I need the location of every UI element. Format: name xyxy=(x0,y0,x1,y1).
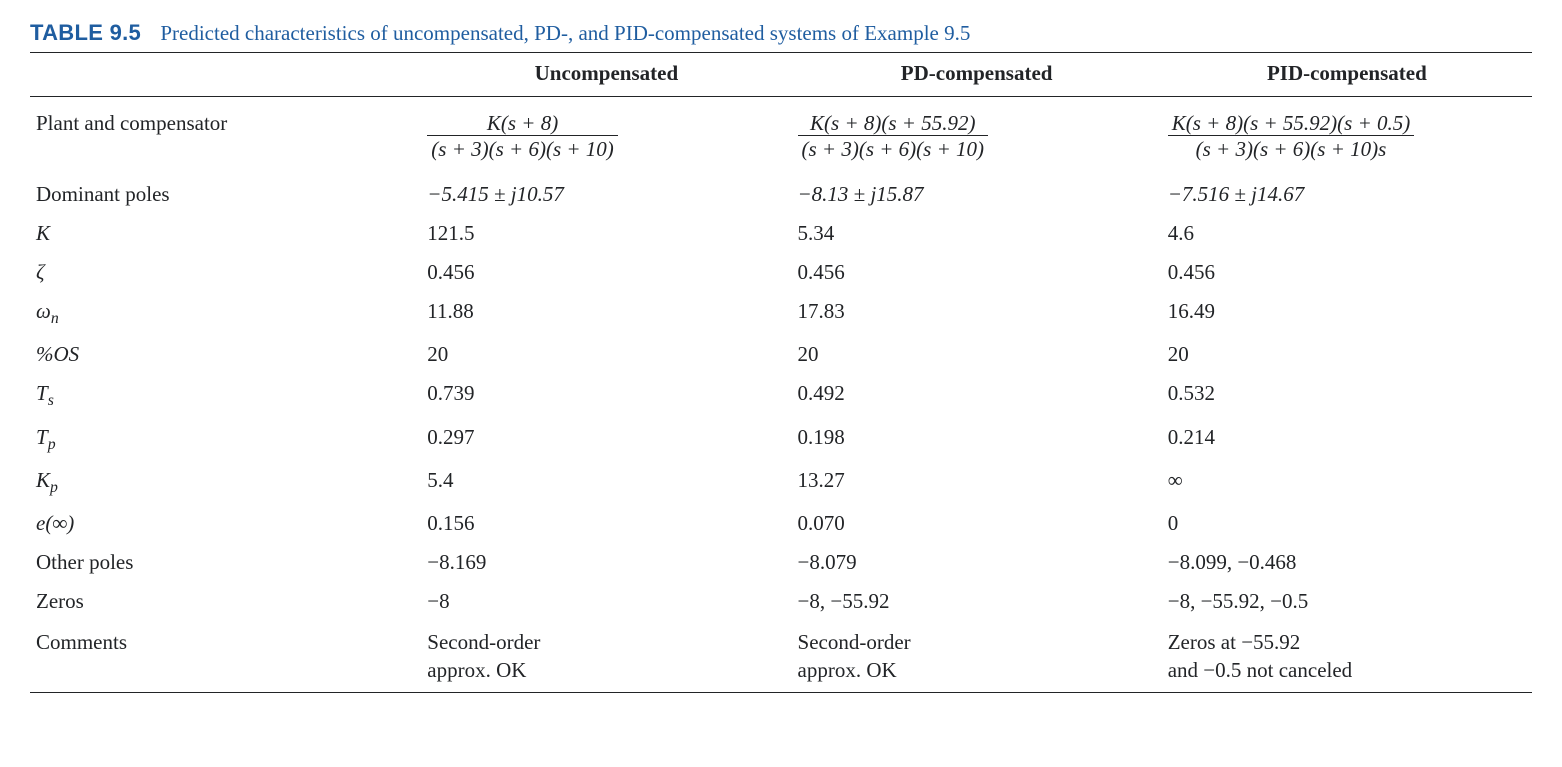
cell: 5.4 xyxy=(421,461,791,504)
cell: −8.169 xyxy=(421,543,791,582)
cell: 0 xyxy=(1162,504,1532,543)
label-Ts: Ts xyxy=(30,374,421,417)
cell: 0.456 xyxy=(792,253,1162,292)
header-blank xyxy=(30,53,421,97)
cell: −7.516 ± j14.67 xyxy=(1162,175,1532,214)
header-row: Uncompensated PD-compensated PID-compens… xyxy=(30,53,1532,97)
characteristics-table: Uncompensated PD-compensated PID-compens… xyxy=(30,52,1532,693)
row-os: %OS 20 20 20 xyxy=(30,335,1532,374)
fraction: K(s + 8)(s + 55.92)(s + 0.5) (s + 3)(s +… xyxy=(1168,111,1415,161)
label-Kp: Kp xyxy=(30,461,421,504)
cell: −8.099, −0.468 xyxy=(1162,543,1532,582)
table-number: TABLE 9.5 xyxy=(30,20,141,45)
cell: 4.6 xyxy=(1162,214,1532,253)
label-wn: ωn xyxy=(30,292,421,335)
cell: 11.88 xyxy=(421,292,791,335)
cell: 0.198 xyxy=(792,418,1162,461)
header-pid: PID-compensated xyxy=(1162,53,1532,97)
cell: −8, −55.92 xyxy=(792,582,1162,621)
cell: Zeros at −55.92 and −0.5 not canceled xyxy=(1162,621,1532,692)
cell-plant-pd: K(s + 8)(s + 55.92) (s + 3)(s + 6)(s + 1… xyxy=(792,97,1162,176)
cell: −8.079 xyxy=(792,543,1162,582)
cell: 0.456 xyxy=(421,253,791,292)
label-zeta: ζ xyxy=(30,253,421,292)
cell: 17.83 xyxy=(792,292,1162,335)
fraction: K(s + 8)(s + 55.92) (s + 3)(s + 6)(s + 1… xyxy=(798,111,989,161)
numerator: K(s + 8)(s + 55.92) xyxy=(798,111,989,135)
row-einf: e(∞) 0.156 0.070 0 xyxy=(30,504,1532,543)
label-Tp: Tp xyxy=(30,418,421,461)
header-pd: PD-compensated xyxy=(792,53,1162,97)
row-zeros: Zeros −8 −8, −55.92 −8, −55.92, −0.5 xyxy=(30,582,1532,621)
row-dominant-poles: Dominant poles −5.415 ± j10.57 −8.13 ± j… xyxy=(30,175,1532,214)
cell: 0.156 xyxy=(421,504,791,543)
numerator: K(s + 8)(s + 55.92)(s + 0.5) xyxy=(1168,111,1415,135)
denominator: (s + 3)(s + 6)(s + 10) xyxy=(427,135,618,161)
label-zeros: Zeros xyxy=(30,582,421,621)
cell: ∞ xyxy=(1162,461,1532,504)
cell: 0.492 xyxy=(792,374,1162,417)
label-comments: Comments xyxy=(30,621,421,692)
label-einf: e(∞) xyxy=(30,504,421,543)
cell: −8.13 ± j15.87 xyxy=(792,175,1162,214)
fraction: K(s + 8) (s + 3)(s + 6)(s + 10) xyxy=(427,111,618,161)
row-Ts: Ts 0.739 0.492 0.532 xyxy=(30,374,1532,417)
cell: 5.34 xyxy=(792,214,1162,253)
denominator: (s + 3)(s + 6)(s + 10) xyxy=(798,135,989,161)
label-other-poles: Other poles xyxy=(30,543,421,582)
cell: 0.297 xyxy=(421,418,791,461)
cell-plant-pid: K(s + 8)(s + 55.92)(s + 0.5) (s + 3)(s +… xyxy=(1162,97,1532,176)
cell: 121.5 xyxy=(421,214,791,253)
cell: −5.415 ± j10.57 xyxy=(421,175,791,214)
label-os: %OS xyxy=(30,335,421,374)
cell: 20 xyxy=(421,335,791,374)
label-dominant-poles: Dominant poles xyxy=(30,175,421,214)
row-comments: Comments Second-order approx. OK Second-… xyxy=(30,621,1532,692)
table-caption: Predicted characteristics of uncompensat… xyxy=(160,21,970,45)
row-K: K 121.5 5.34 4.6 xyxy=(30,214,1532,253)
cell: 20 xyxy=(792,335,1162,374)
cell: 13.27 xyxy=(792,461,1162,504)
row-other-poles: Other poles −8.169 −8.079 −8.099, −0.468 xyxy=(30,543,1532,582)
row-Kp: Kp 5.4 13.27 ∞ xyxy=(30,461,1532,504)
table-title: TABLE 9.5 Predicted characteristics of u… xyxy=(30,20,1532,46)
cell-plant-uncomp: K(s + 8) (s + 3)(s + 6)(s + 10) xyxy=(421,97,791,176)
label-K: K xyxy=(30,214,421,253)
row-zeta: ζ 0.456 0.456 0.456 xyxy=(30,253,1532,292)
cell: 0.456 xyxy=(1162,253,1532,292)
cell: 16.49 xyxy=(1162,292,1532,335)
cell: −8, −55.92, −0.5 xyxy=(1162,582,1532,621)
row-plant: Plant and compensator K(s + 8) (s + 3)(s… xyxy=(30,97,1532,176)
numerator: K(s + 8) xyxy=(427,111,618,135)
cell: 0.214 xyxy=(1162,418,1532,461)
cell: 0.739 xyxy=(421,374,791,417)
cell: 0.532 xyxy=(1162,374,1532,417)
row-Tp: Tp 0.297 0.198 0.214 xyxy=(30,418,1532,461)
label-plant: Plant and compensator xyxy=(30,97,421,176)
cell: 20 xyxy=(1162,335,1532,374)
cell: Second-order approx. OK xyxy=(792,621,1162,692)
header-uncompensated: Uncompensated xyxy=(421,53,791,97)
denominator: (s + 3)(s + 6)(s + 10)s xyxy=(1168,135,1415,161)
cell: Second-order approx. OK xyxy=(421,621,791,692)
cell: −8 xyxy=(421,582,791,621)
row-wn: ωn 11.88 17.83 16.49 xyxy=(30,292,1532,335)
cell: 0.070 xyxy=(792,504,1162,543)
